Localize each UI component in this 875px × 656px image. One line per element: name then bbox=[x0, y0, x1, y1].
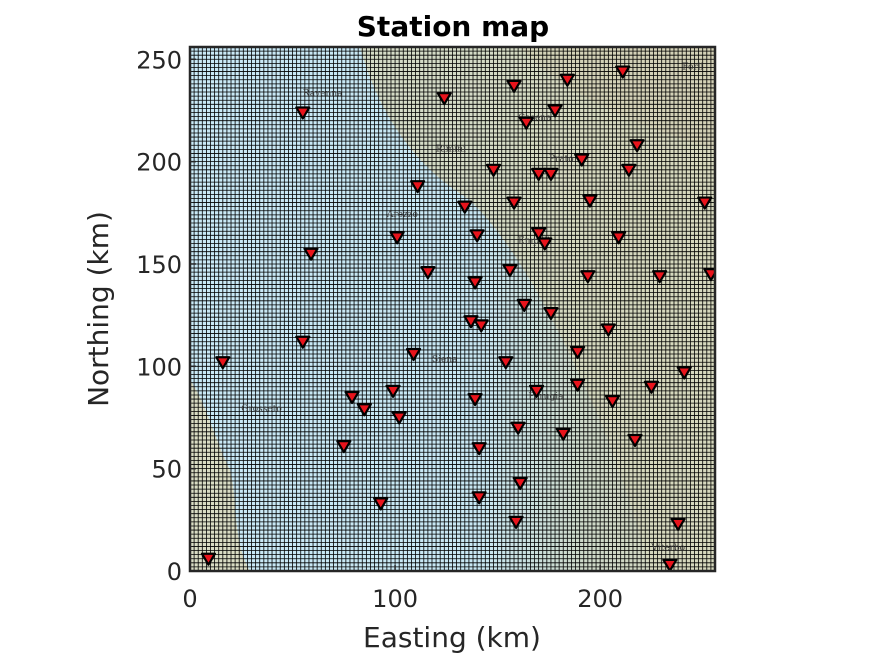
place-label: Rimini bbox=[436, 144, 466, 154]
chart-title: Station map bbox=[357, 10, 549, 43]
station-marker bbox=[215, 356, 231, 370]
station-marker bbox=[508, 515, 524, 529]
plot-area: Forli Ravenna Cesena Rimini Prato Arezzo Empol… bbox=[190, 47, 715, 571]
station-marker bbox=[600, 323, 616, 337]
station-marker bbox=[652, 270, 668, 284]
grid-lines bbox=[190, 47, 715, 571]
station-marker bbox=[467, 276, 483, 290]
station-marker bbox=[485, 163, 502, 177]
place-label: Arezzo bbox=[386, 210, 418, 220]
place-label: Viterbo bbox=[650, 544, 685, 554]
station-marker bbox=[336, 440, 352, 454]
place-label: Forli bbox=[682, 63, 703, 73]
station-marker bbox=[555, 427, 571, 441]
axis-ticks: 0 100 200 0 50 100 150 200 250 bbox=[136, 46, 623, 613]
station-marker bbox=[531, 167, 547, 182]
station-marker bbox=[410, 180, 426, 194]
station-marker bbox=[670, 517, 686, 532]
station-marker bbox=[574, 153, 590, 167]
station-marker bbox=[627, 433, 643, 448]
station-marker bbox=[405, 347, 422, 362]
station-marker bbox=[471, 442, 487, 456]
station-markers bbox=[200, 65, 715, 571]
station-marker bbox=[389, 231, 405, 245]
station-marker bbox=[621, 163, 637, 177]
x-tick-label: 100 bbox=[372, 585, 418, 613]
station-marker bbox=[604, 395, 621, 409]
y-axis-label: Northing (km) bbox=[82, 211, 115, 407]
station-marker bbox=[559, 73, 575, 87]
station-marker bbox=[543, 306, 559, 321]
station-marker bbox=[463, 315, 479, 329]
station-marker bbox=[615, 65, 631, 79]
y-tick-label: 100 bbox=[136, 353, 182, 381]
station-marker bbox=[436, 92, 452, 106]
station-marker bbox=[537, 237, 553, 251]
station-marker bbox=[676, 366, 692, 380]
plot-frame bbox=[188, 45, 717, 573]
x-axis-label: Easting (km) bbox=[363, 621, 541, 654]
place-label: Empoli bbox=[518, 237, 550, 247]
station-marker bbox=[506, 79, 522, 93]
station-marker bbox=[547, 104, 563, 118]
station-marker bbox=[303, 247, 319, 261]
station-marker bbox=[373, 497, 389, 511]
station-marker bbox=[569, 378, 586, 392]
station-marker bbox=[295, 106, 311, 120]
y-tick-label: 250 bbox=[136, 46, 182, 74]
y-tick-label: 0 bbox=[167, 558, 182, 586]
station-marker bbox=[518, 116, 534, 130]
station-marker bbox=[385, 384, 401, 398]
station-marker bbox=[200, 552, 217, 566]
station-marker bbox=[582, 194, 598, 208]
station-marker bbox=[467, 392, 483, 407]
land-northeast bbox=[520, 47, 715, 150]
station-marker bbox=[531, 227, 547, 241]
x-tick-label: 0 bbox=[182, 585, 197, 613]
place-label: Grosseto bbox=[241, 404, 282, 414]
place-label: Ravenna bbox=[303, 89, 343, 99]
station-marker bbox=[473, 319, 489, 333]
station-marker bbox=[569, 345, 586, 360]
station-marker bbox=[611, 231, 627, 245]
station-marker bbox=[662, 558, 678, 571]
station-marker bbox=[543, 167, 559, 182]
station-marker bbox=[344, 390, 360, 405]
station-marker bbox=[502, 264, 518, 278]
station-marker bbox=[528, 384, 545, 398]
station-marker bbox=[420, 266, 436, 280]
station-marker bbox=[506, 196, 522, 210]
station-marker bbox=[510, 421, 526, 435]
y-tick-label: 200 bbox=[136, 149, 182, 177]
station-marker bbox=[469, 229, 485, 243]
place-label: Cesena bbox=[518, 114, 552, 124]
basemap-grid bbox=[190, 47, 715, 571]
station-marker bbox=[643, 380, 660, 394]
station-marker bbox=[629, 139, 645, 153]
y-tick-label: 50 bbox=[151, 456, 182, 484]
place-labels: Forli Ravenna Cesena Rimini Prato Arezzo Empol… bbox=[241, 63, 703, 554]
place-label: Perugia bbox=[528, 392, 564, 402]
x-tick-label: 200 bbox=[577, 585, 623, 613]
station-marker bbox=[295, 335, 311, 349]
station-marker bbox=[512, 476, 528, 491]
station-marker bbox=[516, 298, 532, 313]
station-marker bbox=[471, 491, 487, 505]
station-marker bbox=[498, 356, 514, 370]
place-label: Siena bbox=[432, 355, 458, 365]
place-label: Prato bbox=[549, 155, 574, 165]
station-marker bbox=[580, 270, 596, 284]
station-marker bbox=[356, 403, 372, 417]
station-marker bbox=[697, 196, 713, 210]
y-tick-label: 150 bbox=[136, 251, 182, 279]
station-marker bbox=[457, 200, 473, 214]
station-marker bbox=[391, 411, 407, 425]
